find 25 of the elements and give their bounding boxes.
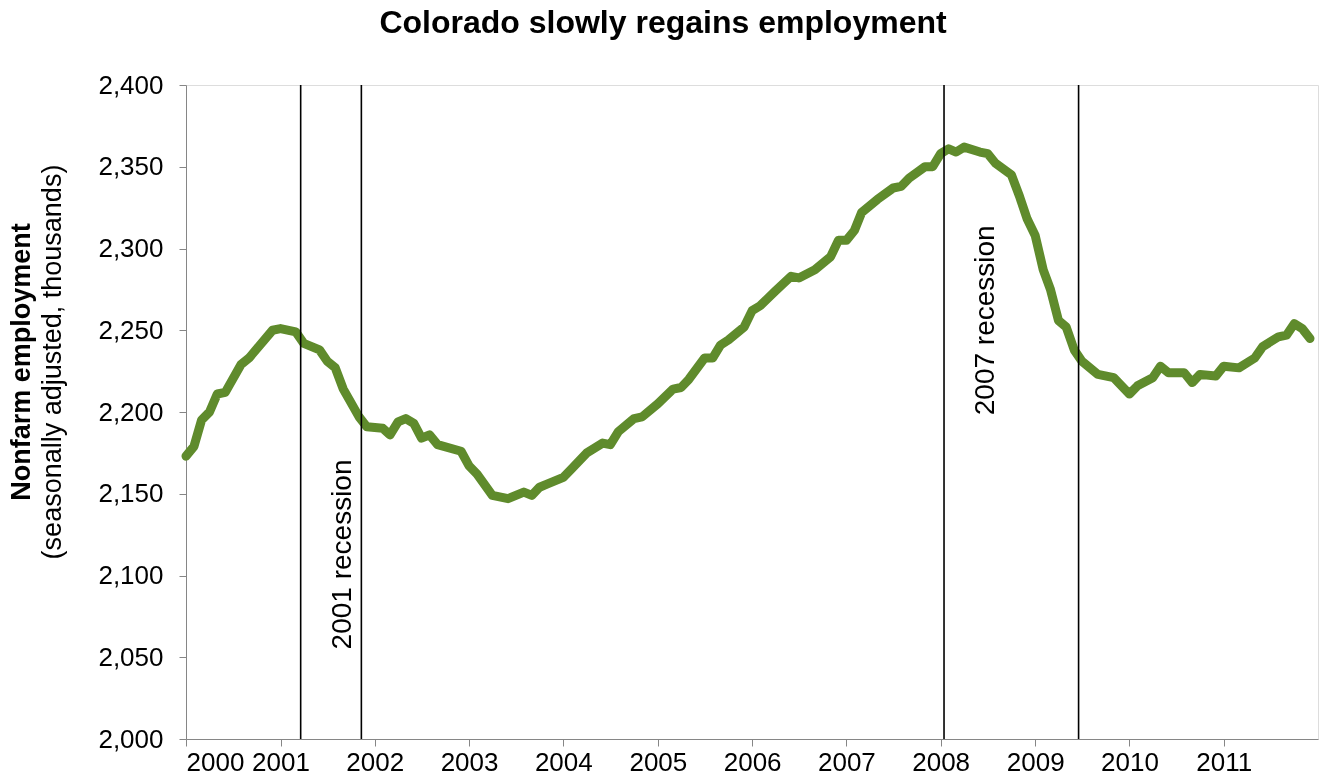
y-tick-label: 2,000 (98, 723, 164, 754)
y-tick-label: 2,050 (98, 641, 164, 672)
x-tick-label: 2004 (534, 746, 593, 777)
x-tick-label: 2000 (186, 746, 245, 777)
x-tick-label: 2011 (1196, 746, 1253, 777)
x-tick-label: 2009 (1006, 746, 1065, 777)
y-tick-label: 2,100 (98, 560, 164, 590)
x-tick-label: 2003 (440, 746, 499, 777)
ref-line-label: 2001 recession (325, 459, 357, 650)
x-tick-label: 2010 (1101, 746, 1159, 777)
x-tick-label: 2006 (723, 746, 782, 777)
y-tick-label: 2,400 (98, 69, 164, 100)
x-tick-label: 2005 (629, 746, 688, 777)
y-tick-label: 2,150 (98, 478, 164, 509)
x-tick-label: 2001 (252, 746, 310, 777)
y-tick-label: 2,250 (98, 314, 164, 345)
x-tick-label: 2007 (817, 746, 876, 777)
y-axis-title: Nonfarm employment (seasonally adjusted, thousands) (6, 164, 67, 560)
chart-title: Colorado slowly regains employment (379, 4, 947, 40)
x-tick-label: 2008 (912, 746, 971, 777)
y-tick-label: 2,300 (98, 233, 164, 263)
ref-line-label: 2007 recession (969, 225, 1001, 416)
y-tick-label: 2,200 (98, 396, 164, 427)
x-tick-label: 2002 (346, 746, 405, 777)
y-tick-label: 2,350 (98, 151, 164, 182)
